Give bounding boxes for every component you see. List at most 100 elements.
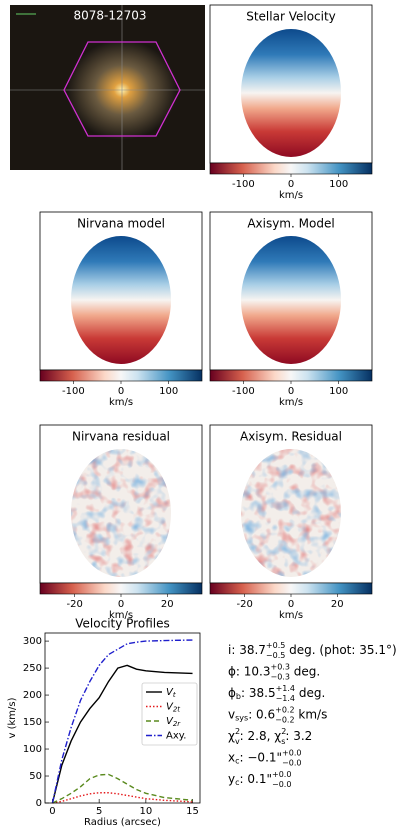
series-line (51, 639, 193, 804)
parameter-part: +0.3 (271, 662, 290, 671)
y-tick-label: 100 (23, 744, 42, 755)
y-tick-label: 150 (23, 717, 42, 728)
x-tick-label: 0 (49, 806, 55, 817)
y-tick-label: 0 (36, 798, 42, 809)
colorbar-tick-label: 0 (288, 179, 294, 190)
panel-title: Nirvana residual (72, 430, 170, 444)
parameter-part: −0.0 (272, 780, 291, 789)
parameter-part: : 0.1" (240, 772, 272, 786)
legend-label: Axy. (166, 731, 186, 742)
parameter-part: v (235, 737, 240, 746)
fit-parameter: ϕb: 38.5+1.4 −1.4 deg. (228, 684, 325, 703)
fit-parameter: χ2 v: 2.8, χ2 s: 3.2 (228, 727, 312, 746)
residual-noise (71, 449, 171, 577)
parameter-part: −1.4 (276, 694, 295, 703)
series-line (52, 792, 193, 804)
x-axis-label: Radius (arcsec) (84, 817, 161, 828)
colorbar-label: km/s (279, 610, 303, 621)
colorbar-tick-label: 100 (329, 179, 348, 190)
colorbar-tick-label: 0 (288, 386, 294, 397)
colorbar (209, 582, 373, 595)
parameter-part: : 0.6 (248, 707, 275, 721)
x-tick-label: 10 (139, 806, 152, 817)
colorbar (209, 162, 373, 175)
colorbar-label: km/s (279, 397, 303, 408)
y-tick-label: 300 (23, 636, 42, 647)
fit-parameter: i: 38.7+0.5 −0.5 deg. (phot: 35.1°) (228, 641, 397, 660)
velocity-map (71, 236, 171, 364)
colorbar-tick-label: 0 (118, 599, 124, 610)
y-axis-label: v (km/s) (7, 697, 18, 738)
galaxy-image: 8078-12703 (10, 5, 205, 170)
parameter-part: χ (228, 729, 235, 743)
ifu-hexagon (63, 41, 181, 137)
legend-label: V2r (166, 716, 181, 728)
parameter-part: −0.2 (275, 715, 294, 724)
y-tick-label: 250 (23, 663, 42, 674)
parameter-part: b (236, 692, 241, 701)
colorbar-tick-label: 100 (329, 386, 348, 397)
y-tick-label: 50 (29, 771, 42, 782)
parameter-part: deg. (295, 686, 325, 700)
parameter-part: +0.0 (272, 770, 291, 779)
parameter-part: : 3.2 (285, 729, 312, 743)
x-tick-label: 15 (186, 806, 199, 817)
colorbar-tick-label: -100 (62, 386, 85, 397)
colorbar-tick-label: 0 (118, 386, 124, 397)
velocity-map (241, 29, 341, 157)
parameter-part: : −0.1" (240, 750, 283, 764)
map-panel: Nirvana residual -20 0 20 km/s (39, 424, 203, 621)
parameter-part: +1.4 (276, 684, 295, 693)
panel-title: Axisym. Model (247, 217, 334, 231)
parameter-part: km/s (295, 707, 328, 721)
parameter-part: −0.0 (282, 758, 301, 767)
parameter-part: ϕ: 10.3 (228, 664, 271, 678)
legend-box (141, 682, 198, 746)
parameter-part: y (228, 772, 235, 786)
parameter-part: −0.5 (266, 651, 285, 660)
residual-noise (241, 449, 341, 577)
parameter-part: x (228, 750, 235, 764)
image-label: 8078-12703 (73, 9, 146, 23)
line-chart: Velocity Profiles Radius (arcsec) v (km/s)… (7, 617, 201, 828)
series-line (52, 773, 193, 804)
map-panel: Stellar Velocity -100 0 100 km/s (209, 4, 373, 201)
map-panel: Axisym. Model -100 0 100 km/s (209, 211, 373, 408)
parameter-part: +0.5 (266, 641, 285, 650)
fit-parameter: vsys: 0.6+0.2 −0.2 km/s (228, 705, 327, 724)
parameter-part: 2 (235, 727, 240, 736)
colorbar-label: km/s (109, 397, 133, 408)
parameter-part: deg. (290, 664, 320, 678)
parameter-part: s (281, 737, 285, 746)
panel-title: Nirvana model (77, 217, 165, 231)
panel-title: Stellar Velocity (246, 10, 336, 24)
velocity-map (241, 236, 341, 364)
colorbar-tick-label: -100 (232, 179, 255, 190)
colorbar-tick-label: 20 (161, 599, 174, 610)
colorbar (39, 369, 203, 382)
fit-parameter: yc: 0.1"+0.0 −0.0 (228, 770, 291, 789)
parameter-part: +0.0 (282, 748, 301, 757)
parameter-part: c (235, 778, 239, 787)
colorbar-tick-label: -100 (232, 386, 255, 397)
parameter-part: 2 (281, 727, 286, 736)
legend-label: Vt (166, 687, 176, 699)
legend-label: V2t (166, 702, 180, 714)
parameter-part: i: 38.7 (228, 643, 266, 657)
colorbar-tick-label: 0 (288, 599, 294, 610)
panel-title: Axisym. Residual (240, 430, 342, 444)
colorbar-label: km/s (109, 610, 133, 621)
colorbar-tick-label: -20 (237, 599, 253, 610)
x-tick-label: 5 (96, 806, 102, 817)
colorbar-label: km/s (279, 190, 303, 201)
colorbar (39, 582, 203, 595)
colorbar (209, 369, 373, 382)
parameter-part: c (235, 756, 239, 765)
colorbar-tick-label: 100 (159, 386, 178, 397)
map-panel: Axisym. Residual -20 0 20 km/s (209, 424, 373, 621)
plot-frame (44, 632, 201, 804)
parameter-part: ϕ (228, 686, 236, 700)
parameter-part: : 2.8, χ (240, 729, 282, 743)
colorbar-tick-label: 20 (331, 599, 344, 610)
